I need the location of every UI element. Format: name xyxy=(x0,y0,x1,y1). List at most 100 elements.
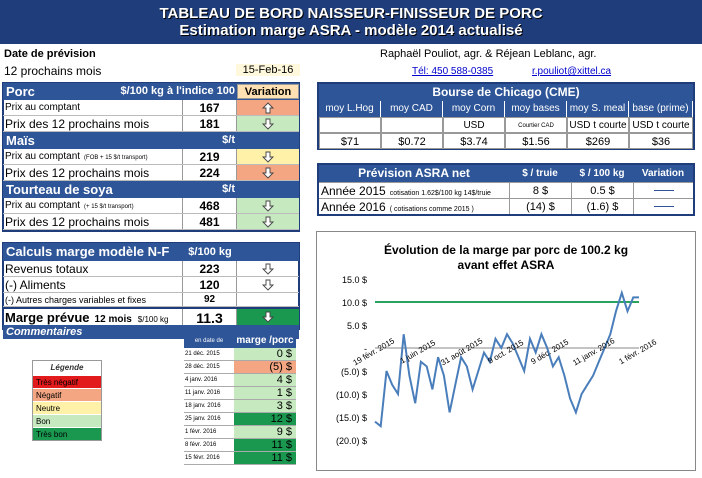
chicago-col: base (prime) USD t courte $36 xyxy=(629,101,693,149)
legend-item: Très négatif xyxy=(33,375,101,388)
mais-row: Prix des 12 prochains mois 224 xyxy=(3,165,299,181)
soya-row: Prix au comptant (+ 15 $/t transport) 468 xyxy=(3,198,299,214)
mais-variation-header xyxy=(237,132,299,149)
soya-row-label: Prix au comptant (+ 15 $/t transport) xyxy=(3,198,183,213)
legend-item: Neutre xyxy=(33,401,101,414)
margin-row: (-) Aliments 120 xyxy=(3,277,299,293)
asra-row: Année 2015 cotisation 1.62$/100 kg 14$/tr… xyxy=(319,182,693,198)
chicago-col-value: $0.72 xyxy=(381,133,443,149)
mais-title: Maïs xyxy=(6,133,35,148)
history-row: 1 févr. 2016 9 $ xyxy=(184,426,296,439)
chart-title-line2: avant effet ASRA xyxy=(458,258,555,272)
margin-forecast-unit: $/100 kg xyxy=(137,315,169,324)
history-row-date: 1 févr. 2016 xyxy=(185,429,217,435)
mais-unit: $/t xyxy=(222,134,235,146)
asra-row-per-sow: (14) $ xyxy=(509,199,571,214)
soya-row-variation xyxy=(237,198,299,213)
history-row-date: 8 févr. 2016 xyxy=(185,442,217,448)
chicago-title: Bourse de Chicago (CME) xyxy=(319,84,693,101)
phone-link[interactable]: Tél: 450 588-0385 xyxy=(412,66,494,77)
history-row-date: 4 janv. 2016 xyxy=(185,377,218,383)
down-arrow-icon xyxy=(262,167,274,179)
asra-col1: $ / truie xyxy=(522,168,558,179)
chicago-col-value: $269 xyxy=(567,133,629,149)
history-row-value: 11 $ xyxy=(234,439,296,451)
asra-row: Année 2016( cotisations comme 2015 ) (14)… xyxy=(319,198,693,214)
chicago-col: moy S. meal USD t courte $269 xyxy=(567,101,629,149)
porc-row-variation xyxy=(237,116,299,131)
history-row: 8 févr. 2016 11 $ xyxy=(184,439,296,452)
authors: Raphaël Pouliot, agr. & Réjean Leblanc, … xyxy=(380,48,597,60)
chicago-col-header: base (prime) xyxy=(629,101,693,117)
chicago-col-header: moy bases xyxy=(505,101,567,117)
history-row-value: 9 $ xyxy=(234,426,296,438)
mais-row-value: 224 xyxy=(183,165,237,180)
margin-chart: Évolution de la marge par porc de 100.2 … xyxy=(316,231,696,471)
margin-row-label: (-) Aliments xyxy=(3,277,183,292)
down-arrow-icon xyxy=(262,311,274,323)
history-row-value: 3 $ xyxy=(234,400,296,412)
down-arrow-icon xyxy=(262,151,274,163)
history-row-date: 21 déc. 2015 xyxy=(185,351,220,357)
title-line1: TABLEAU DE BORD NAISSEUR-FINISSEUR DE PO… xyxy=(159,5,543,22)
asra-row-variation xyxy=(633,199,693,214)
porc-title: Porc xyxy=(6,84,35,99)
chart-ytick: (10.0) $ xyxy=(336,390,367,400)
chart-ytick: - xyxy=(364,344,367,354)
chart-ytick: (20.0) $ xyxy=(336,436,367,446)
margin-row: (-) Autres charges variables et fixes 92 xyxy=(3,293,299,307)
chicago-col-header: moy L.Hog xyxy=(319,101,381,117)
email-link[interactable]: r.pouliot@xittel.ca xyxy=(532,66,612,77)
title-line2: Estimation marge ASRA - modèle 2014 actu… xyxy=(179,22,523,39)
history-row-value: 1 $ xyxy=(234,387,296,399)
chart-ytick: (5.0) $ xyxy=(341,367,367,377)
history-row: 21 déc. 2015 0 $ xyxy=(184,348,296,361)
soya-row-value: 468 xyxy=(183,198,237,213)
legend-item: Bon xyxy=(33,414,101,427)
mais-row-variation xyxy=(237,165,299,180)
chicago-col: moy CAD $0.72 xyxy=(381,101,443,149)
mais-header: Maïs $/t xyxy=(3,132,299,149)
porc-header: Porc $/100 kg à l'indice 100 Variation xyxy=(3,83,299,100)
asra-row-label: Année 2015 cotisation 1.62$/100 kg 14$/tr… xyxy=(321,184,491,198)
forecast-date[interactable]: 15-Feb-16 xyxy=(236,64,300,76)
chicago-col-unit: USD t courte xyxy=(567,117,629,133)
mais-row-value: 219 xyxy=(183,149,237,164)
soya-row-note: (+ 15 $/t transport) xyxy=(84,204,134,210)
asra-row-per-100kg: 0.5 $ xyxy=(571,183,633,198)
soya-unit: $/t xyxy=(222,183,235,195)
margin-title: Calculs marge modèle N-F xyxy=(6,244,170,259)
asra-col2: $ / 100 kg xyxy=(579,168,625,179)
porc-row-value: 181 xyxy=(183,116,237,131)
down-arrow-icon xyxy=(262,263,274,275)
mais-row-label: Prix au comptant (FOB + 15 $/t transport) xyxy=(3,149,183,164)
up-arrow-icon xyxy=(262,101,274,113)
porc-row: Prix des 12 prochains mois 181 xyxy=(3,116,299,132)
down-arrow-icon xyxy=(262,216,274,228)
margin-row-variation xyxy=(237,293,299,306)
history-row-date: 18 janv. 2016 xyxy=(185,403,221,409)
chicago-col-header: moy Corn xyxy=(443,101,505,117)
asra-col3: Variation xyxy=(641,168,685,179)
porc-row-variation xyxy=(237,100,299,115)
asra-row-variation xyxy=(633,183,693,198)
margin-unit: $/100 kg xyxy=(188,246,232,258)
history-row: 25 janv. 2016 12 $ xyxy=(184,413,296,426)
chart-ytick: 15.0 $ xyxy=(342,275,367,285)
down-arrow-icon xyxy=(262,118,274,130)
margin-forecast-label: Marge prévue 12 mois $/100 kg xyxy=(3,309,183,325)
soya-title: Tourteau de soya xyxy=(6,182,113,197)
margin-header: Calculs marge modèle N-F $/100 kg xyxy=(3,243,299,261)
asra-row-per-100kg: (1.6) $ xyxy=(571,199,633,214)
margin-row-label: (-) Autres charges variables et fixes xyxy=(3,293,183,306)
margin-forecast-variation xyxy=(237,309,299,325)
asra-row-note: cotisation 1.62$/100 kg 14$/truie xyxy=(389,190,491,197)
history-row: 15 févr. 2016 11 $ xyxy=(184,452,296,465)
margin-forecast-sub: 12 mois xyxy=(94,314,132,325)
asra-title: Prévision ASRA net xyxy=(358,166,470,180)
history-row-value: 11 $ xyxy=(234,452,296,464)
history-row-value: 4 $ xyxy=(234,374,296,386)
history-row: 18 janv. 2016 3 $ xyxy=(184,400,296,413)
chicago-col: moy bases Courtier CAD $1.56 xyxy=(505,101,567,149)
chicago-col-unit xyxy=(319,117,381,133)
